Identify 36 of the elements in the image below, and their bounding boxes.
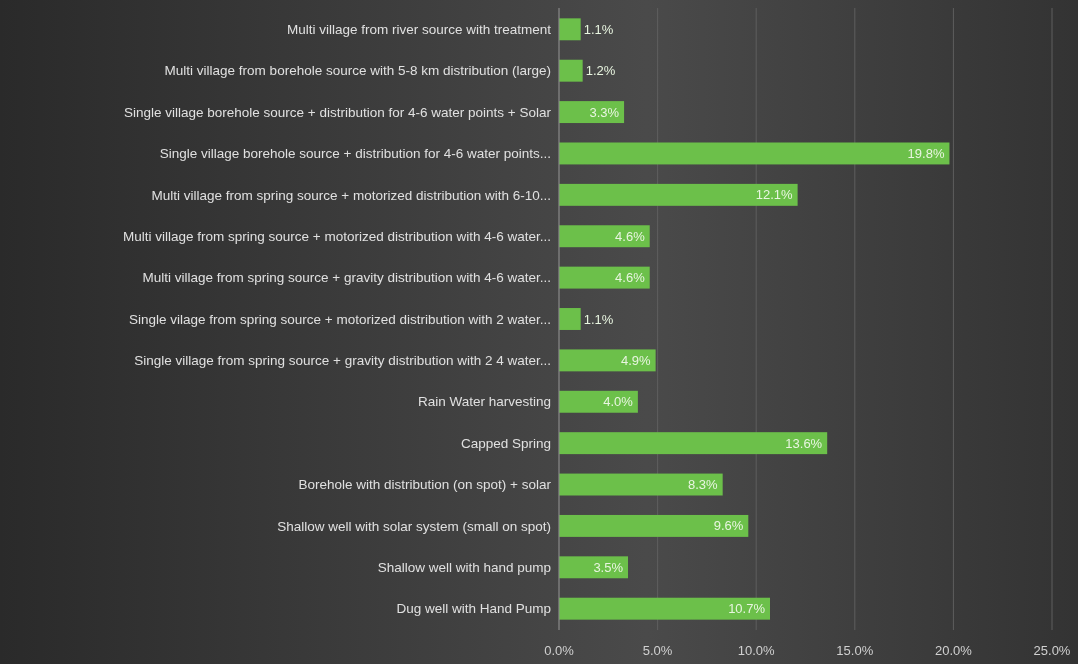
x-tick-label: 25.0% bbox=[1033, 643, 1071, 658]
data-label: 13.6% bbox=[785, 435, 823, 451]
y-tick-label: Single village borehole source + distribution for 4-6 water points... bbox=[159, 146, 551, 162]
y-tick-label: Shallow well with solar system (small on spot) bbox=[277, 518, 551, 534]
y-tick-label: Borehole with distribution (on spot) + solar bbox=[298, 477, 552, 493]
y-tick-label: Single village from spring source + gravity distribution with 2 4 water... bbox=[134, 353, 551, 369]
data-label: 8.3% bbox=[688, 477, 719, 493]
x-tick-label: 5.0% bbox=[642, 643, 673, 658]
x-tick-label: 10.0% bbox=[737, 643, 776, 658]
data-label: 4.0% bbox=[603, 394, 634, 410]
y-tick-label: Single village borehole source + distribution for 4-6 water points + Solar bbox=[124, 104, 552, 120]
data-label: 1.1% bbox=[583, 311, 614, 327]
y-tick-label: Multi village from river source with treatment bbox=[286, 22, 552, 38]
data-label: 10.7% bbox=[728, 601, 766, 617]
y-tick-label: Capped Spring bbox=[460, 435, 551, 451]
y-tick-label: Single vilage from spring source + motorized distribution with 2 water... bbox=[128, 311, 551, 327]
data-label: 4.6% bbox=[615, 270, 646, 286]
x-tick-label: 20.0% bbox=[934, 643, 973, 658]
y-tick-label: Shallow well with hand pump bbox=[377, 560, 551, 576]
x-tick-label: 0.0% bbox=[544, 643, 575, 658]
x-tick-label: 15.0% bbox=[836, 643, 874, 658]
data-label: 1.1% bbox=[583, 21, 614, 37]
data-label: 3.3% bbox=[589, 104, 620, 120]
y-tick-label: Multi village from spring source + motorized distribution with 4-6 water... bbox=[122, 228, 551, 244]
data-label: 19.8% bbox=[907, 146, 945, 162]
y-tick-label: Multi village from borehole source with 5-8 km distribution (large) bbox=[164, 63, 551, 79]
y-tick-label: Multi village from spring source + gravity distribution with 4-6 water... bbox=[142, 270, 551, 286]
data-label: 4.6% bbox=[615, 228, 646, 244]
y-tick-label: Multi village from spring source + motorized distribution with 6-10... bbox=[151, 187, 551, 203]
data-label: 9.6% bbox=[713, 518, 744, 534]
data-label: 3.5% bbox=[593, 559, 624, 575]
data-label: 1.2% bbox=[585, 63, 616, 79]
y-tick-label: Dug well with Hand Pump bbox=[396, 601, 551, 617]
data-label: 4.9% bbox=[620, 352, 652, 368]
data-label: 12.1% bbox=[755, 187, 794, 203]
y-tick-label: Rain Water harvesting bbox=[417, 394, 551, 410]
